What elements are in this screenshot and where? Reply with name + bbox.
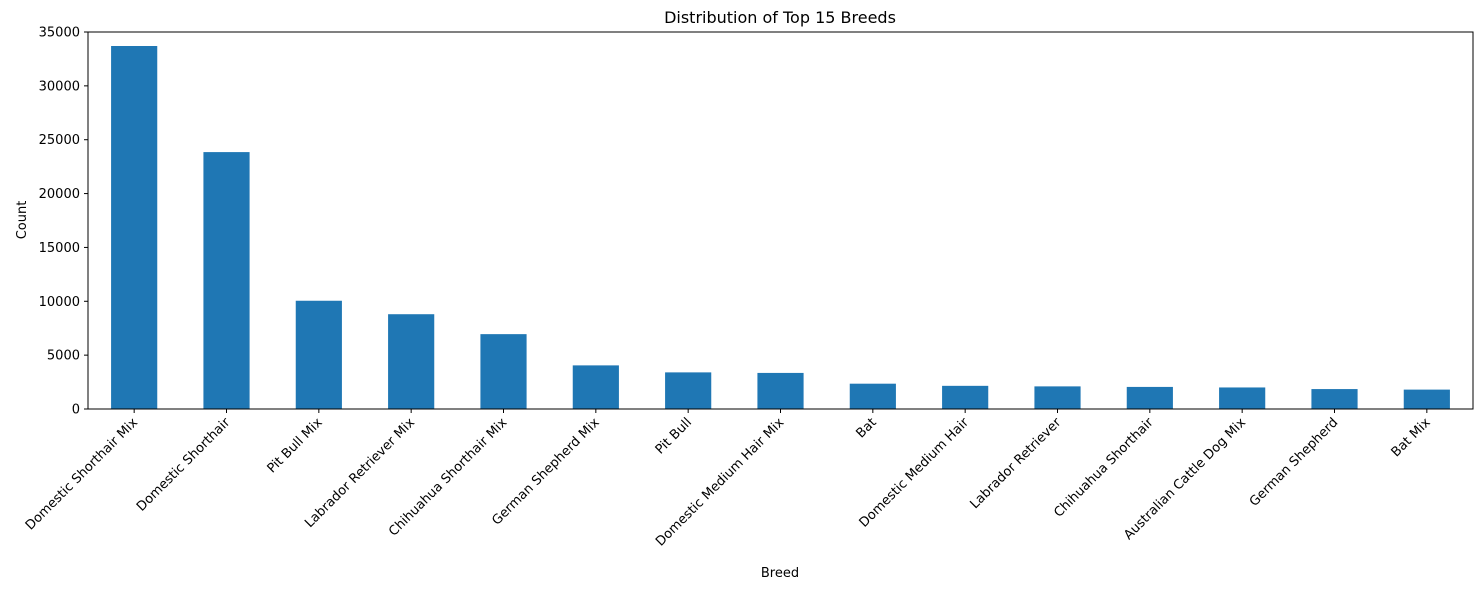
x-tick-label: German Shepherd Mix	[489, 415, 602, 528]
bar	[111, 46, 158, 409]
y-tick-label: 20000	[39, 187, 80, 202]
y-tick-label: 25000	[39, 133, 80, 148]
x-tick-label: Domestic Shorthair	[134, 415, 234, 515]
x-tick-label: German Shepherd	[1247, 415, 1341, 509]
x-tick-label: Pit Bull	[653, 415, 695, 457]
y-tick-label: 35000	[39, 26, 80, 41]
bar	[203, 152, 250, 409]
bar	[1126, 386, 1173, 409]
bar	[388, 314, 435, 409]
x-axis-label: Breed	[761, 566, 799, 581]
x-tick-label: Bat Mix	[1389, 415, 1434, 460]
bar	[849, 383, 896, 409]
x-tick-label: Pit Bull Mix	[265, 415, 326, 476]
bar	[757, 372, 804, 409]
x-tick-label: Domestic Medium Hair	[857, 415, 973, 531]
x-tick-label: Bat	[854, 415, 880, 441]
bar	[1311, 389, 1358, 409]
y-tick-label: 30000	[39, 79, 80, 94]
bar	[1034, 386, 1081, 409]
y-axis-label: Count	[15, 201, 30, 240]
x-tick-label: Labrador Retriever	[967, 415, 1064, 512]
chart-title: Distribution of Top 15 Breeds	[664, 8, 896, 27]
bar	[295, 300, 342, 409]
bar	[1219, 387, 1266, 409]
bar	[942, 385, 989, 409]
x-tick-label: Domestic Shorthair Mix	[23, 415, 141, 533]
y-tick-label: 10000	[39, 295, 80, 310]
bar	[480, 334, 527, 409]
bar	[1403, 389, 1450, 409]
plot-area: 0 5000 10000 15000 20000 25000 30000 35000 Domes…	[23, 26, 1474, 549]
y-tick-label: 0	[72, 403, 80, 418]
y-tick-label: 5000	[47, 349, 80, 364]
y-tick-label: 15000	[39, 241, 80, 256]
bar	[572, 365, 619, 409]
bar	[665, 372, 712, 409]
x-tick-label: Chihuahua Shorthair	[1051, 415, 1157, 521]
